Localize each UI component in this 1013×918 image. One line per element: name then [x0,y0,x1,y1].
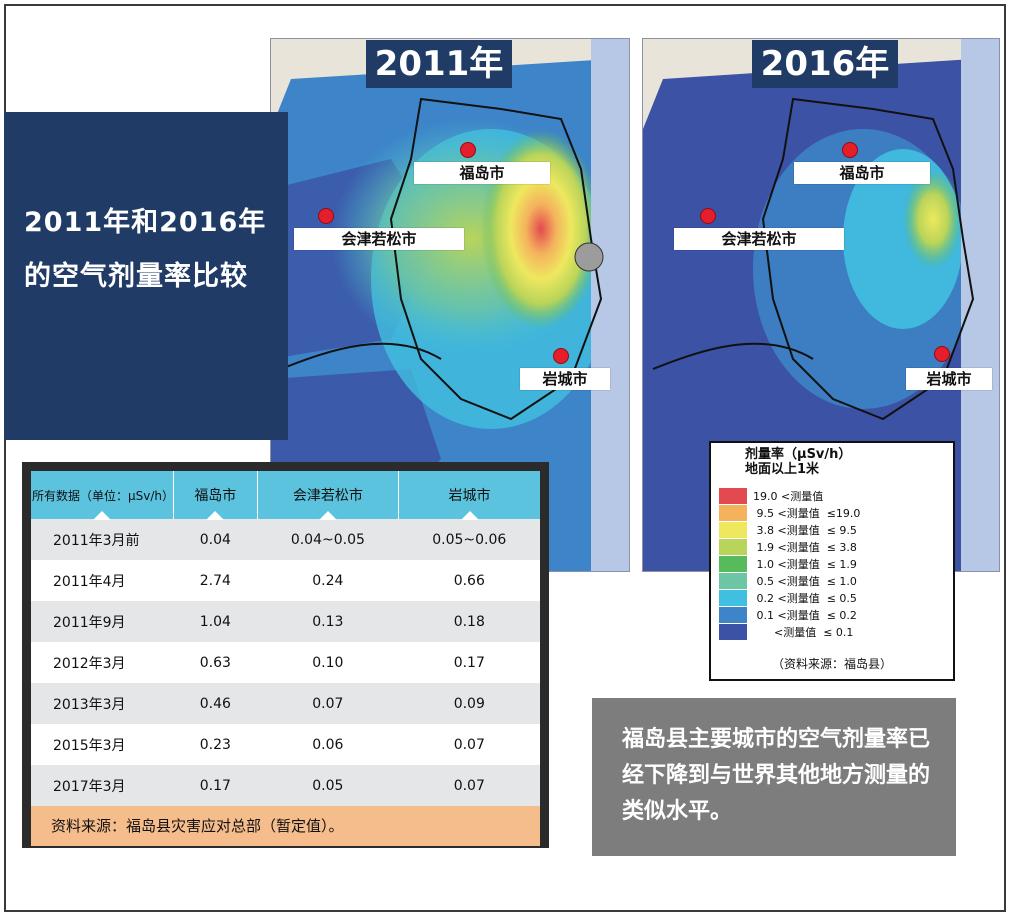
table-cell: 0.18 [398,601,540,642]
legend-label: 1.0 <测量值 ≤ 1.9 [753,558,857,571]
table-row: 2017年3月 0.17 0.05 0.07 [31,765,540,806]
legend-item: 0.5 <测量值 ≤ 1.0 [719,572,949,589]
legend-label: <测量值 ≤ 0.1 [753,626,854,639]
city-label-aizu-2016: 会津若松市 [674,228,844,250]
table-cell: 0.04 [173,519,258,560]
table-cell: 2017年3月 [31,765,174,806]
summary-caption: 福岛县主要城市的空气剂量率已经下降到与世界其他地方测量的类似水平。 [622,727,931,824]
table-row: 2015年3月 0.23 0.06 0.07 [31,724,540,765]
table-cell: 0.17 [173,765,258,806]
legend-label: 0.5 <测量值 ≤ 1.0 [753,575,857,588]
legend-title-line2: 地面以上1米 [745,462,820,477]
city-dot-aizu-2016 [700,208,716,224]
table-cell: 2.74 [173,560,258,601]
table-cell: 2012年3月 [31,642,174,683]
city-dot-fukushima-2011 [460,142,476,158]
table-header-cell: 会津若松市 [257,471,400,520]
table-cell: 0.07 [398,724,540,765]
city-label-iwaki-2011: 岩城市 [520,368,610,390]
city-dot-iwaki-2016 [934,346,950,362]
table-cell: 2011年4月 [31,560,174,601]
table-cell: 0.09 [398,683,540,724]
table-cell: 0.63 [173,642,258,683]
legend-item: 1.9 <测量值 ≤ 3.8 [719,538,949,555]
dose-rate-table: 所有数据（单位：μSv/h） 福岛市 会津若松市 岩城市 2011年3月前 0.… [31,471,540,806]
city-label-fukushima-2011: 福岛市 [414,162,550,184]
legend-title: 剂量率（μSv/h） 地面以上1米 [745,447,851,477]
legend-item: 0.2 <测量值 ≤ 0.5 [719,589,949,606]
table-cell: 0.07 [257,683,399,724]
table-cell: 1.04 [173,601,258,642]
table-row: 2012年3月 0.63 0.10 0.17 [31,642,540,683]
table-source-note: 资料来源：福岛县灾害应对总部（暂定值）。 [31,806,540,846]
city-label-fukushima-2016: 福岛市 [794,162,930,184]
legend-item: 9.5 <测量值 ≤19.0 [719,504,949,521]
legend-label: 0.2 <测量值 ≤ 0.5 [753,592,857,605]
table-cell: 0.10 [257,642,399,683]
dose-rate-table-panel: 所有数据（单位：μSv/h） 福岛市 会津若松市 岩城市 2011年3月前 0.… [22,462,549,848]
legend-label: 19.0 <测量值 [753,490,824,503]
legend-swatch [719,505,747,521]
legend-item: 0.1 <测量值 ≤ 0.2 [719,606,949,623]
dose-rate-legend: 剂量率（μSv/h） 地面以上1米 19.0 <测量值 9.5 <测量值 ≤19… [709,441,955,681]
title-panel: 2011年和2016年的空气剂量率比较 [4,112,288,440]
legend-item: 19.0 <测量值 [719,487,949,504]
year-label-2011: 2011年 [366,40,512,88]
city-label-aizu-2011: 会津若松市 [294,228,464,250]
legend-label: 1.9 <测量值 ≤ 3.8 [753,541,857,554]
city-label-iwaki-2016: 岩城市 [906,368,992,390]
legend-swatch [719,539,747,555]
legend-swatch [719,624,747,640]
legend-item: <测量值 ≤ 0.1 [719,623,949,640]
table-cell: 2015年3月 [31,724,174,765]
year-label-2016: 2016年 [752,40,898,88]
table-cell: 0.04~0.05 [257,519,399,560]
table-header-cell: 所有数据（单位：μSv/h） [31,471,174,520]
legend-label: 9.5 <测量值 ≤19.0 [753,507,861,520]
legend-swatch [719,607,747,623]
legend-swatch [719,573,747,589]
table-cell: 0.13 [257,601,399,642]
table-cell: 0.05 [257,765,399,806]
table-cell: 2011年9月 [31,601,174,642]
table-row: 2013年3月 0.46 0.07 0.09 [31,683,540,724]
table-cell: 2013年3月 [31,683,174,724]
table-cell: 0.23 [173,724,258,765]
legend-label: 0.1 <测量值 ≤ 0.2 [753,609,857,622]
page-frame [4,4,1006,912]
legend-swatch [719,556,747,572]
legend-source-note: （资料来源：福岛县） [771,657,892,671]
page-title: 2011年和2016年的空气剂量率比较 [24,207,267,292]
table-row: 2011年9月 1.04 0.13 0.18 [31,601,540,642]
legend-item: 1.0 <测量值 ≤ 1.9 [719,555,949,572]
legend-swatch [719,590,747,606]
legend-item: 3.8 <测量值 ≤ 9.5 [719,521,949,538]
table-cell: 2011年3月前 [31,519,174,560]
legend-label: 3.8 <测量值 ≤ 9.5 [753,524,857,537]
city-dot-fukushima-2016 [842,142,858,158]
legend-swatch [719,488,747,504]
summary-caption-panel: 福岛县主要城市的空气剂量率已经下降到与世界其他地方测量的类似水平。 [592,698,956,856]
legend-swatch [719,522,747,538]
city-dot-iwaki-2011 [553,348,569,364]
table-header-row: 所有数据（单位：μSv/h） 福岛市 会津若松市 岩城市 [31,471,540,520]
table-cell: 0.66 [398,560,540,601]
legend-title-line1: 剂量率（μSv/h） [745,447,852,462]
table-header-cell: 岩城市 [398,471,540,520]
city-dot-aizu-2011 [318,208,334,224]
table-cell: 0.07 [398,765,540,806]
table-row: 2011年3月前 0.04 0.04~0.05 0.05~0.06 [31,519,540,560]
table-row: 2011年4月 2.74 0.24 0.66 [31,560,540,601]
table-cell: 0.46 [173,683,258,724]
table-cell: 0.24 [257,560,399,601]
table-header-cell: 福岛市 [173,471,258,520]
table-cell: 0.06 [257,724,399,765]
table-cell: 0.17 [398,642,540,683]
table-cell: 0.05~0.06 [398,519,540,560]
